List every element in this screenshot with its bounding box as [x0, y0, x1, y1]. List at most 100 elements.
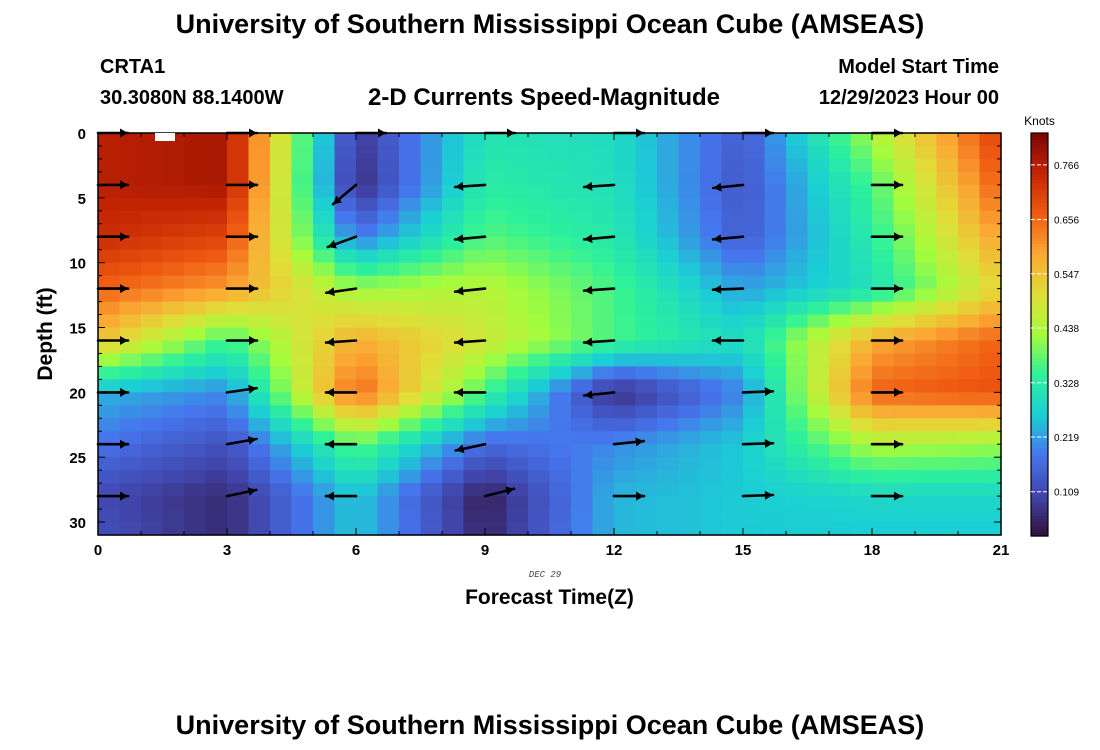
- heatmap-cell: [850, 262, 873, 277]
- heatmap-cell: [657, 236, 680, 251]
- heatmap-cell: [807, 288, 830, 303]
- heatmap-cell: [958, 366, 981, 380]
- heatmap-cell: [399, 340, 422, 355]
- heatmap-cell: [184, 470, 207, 484]
- heatmap-cell: [807, 301, 830, 316]
- heatmap-cell: [119, 158, 142, 173]
- heatmap-cell: [764, 509, 787, 523]
- heatmap-cell: [162, 210, 185, 225]
- heatmap-cell: [915, 184, 938, 199]
- heatmap-cell: [270, 509, 293, 523]
- heatmap-cell: [205, 340, 228, 355]
- heatmap-cell: [463, 405, 486, 419]
- heatmap-cell: [764, 496, 787, 510]
- heatmap-cell: [313, 158, 336, 173]
- heatmap-cell: [313, 392, 336, 406]
- heatmap-cell: [592, 444, 615, 458]
- heatmap-cell: [807, 444, 830, 458]
- heatmap-cell: [506, 327, 529, 342]
- heatmap-cell: [270, 483, 293, 497]
- heatmap-cell: [915, 262, 938, 277]
- heatmap-cell: [549, 405, 572, 419]
- heatmap-cell: [162, 171, 185, 186]
- heatmap-cell: [721, 522, 744, 536]
- heatmap-cell: [979, 171, 1002, 186]
- heatmap-cell: [184, 509, 207, 523]
- heatmap-cell: [399, 275, 422, 290]
- heatmap-cell: [442, 418, 465, 432]
- heatmap-cell: [506, 301, 529, 316]
- heatmap-cell: [227, 249, 250, 264]
- colorbar-frame: [1030, 132, 1049, 537]
- heatmap-cell: [764, 405, 787, 419]
- heatmap-cell: [313, 210, 336, 225]
- heatmap-cell: [764, 522, 787, 536]
- heatmap-cell: [657, 431, 680, 445]
- heatmap-cell: [205, 171, 228, 186]
- heatmap-cell: [635, 496, 658, 510]
- heatmap-cell: [958, 340, 981, 355]
- heatmap-cell: [807, 262, 830, 277]
- heatmap-cell: [657, 327, 680, 342]
- heatmap-cell: [807, 522, 830, 536]
- heatmap-cell: [700, 314, 723, 329]
- heatmap-cell: [184, 366, 207, 380]
- heatmap-cell: [528, 145, 551, 160]
- heatmap-cell: [399, 301, 422, 316]
- data-gap-marker: [155, 133, 175, 141]
- heatmap-cell: [485, 275, 508, 290]
- heatmap-cell: [872, 418, 895, 432]
- heatmap-cell: [807, 457, 830, 471]
- heatmap-cell: [979, 392, 1002, 406]
- heatmap-cell: [571, 444, 594, 458]
- heatmap-cell: [291, 210, 314, 225]
- heatmap-cell: [420, 340, 443, 355]
- heatmap-cell: [872, 496, 895, 510]
- heatmap-cell: [786, 275, 809, 290]
- heatmap-cell: [377, 210, 400, 225]
- heatmap-cell: [958, 379, 981, 393]
- heatmap-cell: [248, 210, 271, 225]
- heatmap-cell: [528, 301, 551, 316]
- heatmap-cell: [786, 158, 809, 173]
- heatmap-cell: [463, 184, 486, 199]
- heatmap-cell: [764, 327, 787, 342]
- heatmap-cell: [119, 496, 142, 510]
- heatmap-cell: [463, 509, 486, 523]
- heatmap-cell: [915, 301, 938, 316]
- heatmap-cell: [463, 366, 486, 380]
- heatmap-cell: [721, 184, 744, 199]
- heatmap-cell: [98, 275, 121, 290]
- heatmap-cell: [506, 457, 529, 471]
- heatmap-cell: [119, 197, 142, 212]
- heatmap-cell: [936, 327, 959, 342]
- heatmap-cell: [571, 158, 594, 173]
- heatmap-cell: [786, 301, 809, 316]
- heatmap-cell: [248, 509, 271, 523]
- heatmap-cell: [657, 133, 680, 147]
- heatmap-cell: [829, 457, 852, 471]
- heatmap-cell: [786, 184, 809, 199]
- heatmap-cell: [270, 249, 293, 264]
- heatmap-cell: [721, 509, 744, 523]
- heatmap-cell: [807, 392, 830, 406]
- heatmap-cell: [356, 496, 379, 510]
- heatmap-cell: [485, 340, 508, 355]
- heatmap-cell: [743, 184, 766, 199]
- heatmap-cell: [377, 522, 400, 536]
- heatmap-cell: [313, 223, 336, 238]
- heatmap-cell: [571, 262, 594, 277]
- heatmap-cell: [356, 353, 379, 368]
- heatmap-cell: [850, 158, 873, 173]
- heatmap-cell: [227, 133, 250, 147]
- heatmap-cell: [850, 405, 873, 419]
- heatmap-cell: [119, 366, 142, 380]
- heatmap-cell: [205, 249, 228, 264]
- heatmap-cell: [829, 262, 852, 277]
- heatmap-cell: [184, 431, 207, 445]
- heatmap-cell: [635, 444, 658, 458]
- heatmap-cell: [313, 366, 336, 380]
- heatmap-cell: [506, 249, 529, 264]
- heatmap-cell: [227, 210, 250, 225]
- heatmap-cell: [829, 340, 852, 355]
